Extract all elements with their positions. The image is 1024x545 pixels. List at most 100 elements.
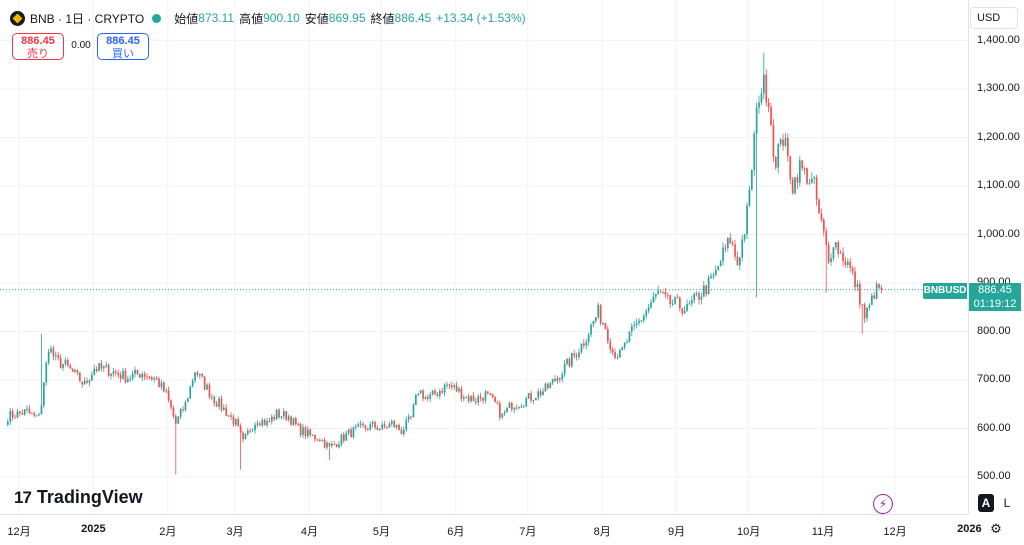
candle-body — [607, 329, 609, 342]
candle-body — [230, 415, 232, 417]
bar-countdown: 01:19:12 — [973, 298, 1017, 310]
candle-body — [844, 261, 847, 265]
candle-body — [268, 421, 271, 423]
candle-body — [686, 304, 688, 311]
candle-body — [311, 434, 314, 436]
candle-body — [830, 258, 832, 262]
candle-body — [369, 424, 372, 430]
candle-body — [501, 413, 504, 418]
candle-body — [609, 341, 612, 350]
candle-body — [782, 139, 784, 146]
candle-body — [695, 293, 698, 295]
candle-body — [319, 440, 321, 442]
chart-plot-area[interactable] — [0, 0, 968, 514]
candle-body — [50, 348, 52, 353]
candle-body — [45, 362, 48, 383]
candle-body — [393, 421, 396, 428]
candle-body — [566, 358, 568, 364]
candle-body — [165, 390, 168, 392]
sell-button[interactable]: 886.45 売り — [12, 33, 64, 60]
candle-body — [825, 230, 828, 246]
candle-body — [847, 261, 849, 265]
candlestick-chart[interactable] — [0, 0, 968, 514]
candle-body — [530, 393, 532, 401]
candle-body — [537, 391, 540, 399]
candle-body — [835, 242, 837, 248]
candle-body — [266, 421, 268, 426]
tradingview-logo[interactable]: 17 TradingView — [14, 487, 143, 508]
candle-body — [95, 368, 98, 371]
candle-body — [427, 397, 429, 399]
candle-body — [880, 287, 883, 290]
candle-body — [398, 424, 400, 430]
candle-body — [83, 380, 86, 385]
candle-body — [799, 160, 801, 183]
log-scale-button[interactable]: L — [1003, 496, 1011, 510]
price-axis[interactable]: 500.00 600.00 700.00 800.00 900.00 1,000.00 1,… — [968, 0, 1024, 514]
candle-body — [71, 368, 74, 372]
gear-icon[interactable]: ⚙ — [990, 521, 1002, 536]
candle-body — [455, 385, 458, 392]
close-label: 終値 — [370, 11, 395, 26]
candle-body — [765, 74, 768, 103]
candle-body — [491, 394, 494, 398]
candle-body — [131, 373, 134, 379]
candle-body — [220, 398, 223, 410]
candle-body — [679, 297, 681, 309]
candle-body — [518, 406, 520, 408]
candle-body — [9, 411, 12, 422]
candle-body — [11, 411, 14, 418]
candle-body — [64, 360, 67, 365]
candle-body — [621, 347, 624, 351]
candle-body — [820, 213, 823, 220]
candle-body — [688, 303, 691, 305]
candle-body — [657, 290, 660, 294]
candle-body — [734, 244, 736, 257]
candle-body — [731, 243, 734, 245]
candle-body — [839, 252, 842, 254]
candle-body — [40, 405, 43, 415]
candle-body — [405, 419, 408, 430]
candle-body — [424, 397, 427, 399]
candle-body — [650, 302, 652, 308]
lightning-icon[interactable]: ⚡ — [873, 494, 893, 514]
high-label: 高値 — [239, 11, 264, 26]
candle-body — [189, 386, 192, 399]
candle-body — [271, 416, 273, 422]
candle-body — [100, 363, 103, 369]
candle-body — [494, 397, 496, 403]
candle-body — [842, 252, 844, 262]
market-open-status-icon — [152, 13, 162, 23]
candle-body — [544, 383, 547, 392]
candle-body — [561, 374, 564, 380]
y-tick-label: 1,200.00 — [977, 130, 1020, 143]
candle-body — [122, 370, 124, 379]
candle-body — [832, 247, 835, 259]
buy-price: 886.45 — [106, 35, 140, 47]
candle-body — [851, 267, 854, 272]
candle-body — [302, 427, 304, 435]
candle-body — [602, 323, 604, 325]
candle-body — [74, 370, 76, 372]
candle-body — [460, 388, 463, 399]
candle-body — [278, 409, 280, 418]
sell-price: 886.45 — [21, 35, 55, 47]
auto-scale-button[interactable]: A — [978, 494, 994, 512]
candle-body — [619, 350, 621, 358]
candle-body — [429, 394, 432, 399]
buy-button[interactable]: 886.45 買い — [97, 33, 149, 60]
candle-body — [206, 384, 208, 390]
candle-body — [213, 396, 216, 404]
candle-body — [280, 416, 283, 418]
symbol-title[interactable]: BNB · 1日 · CRYPTO — [30, 11, 145, 26]
candle-body — [849, 261, 852, 268]
time-axis[interactable]: 12月 2025 2月 3月 4月 5月 6月 7月 8月 9月 10月 11月 12月 2026 — [0, 514, 982, 545]
candle-body — [199, 373, 201, 376]
y-tick-label: 1,000.00 — [977, 227, 1020, 240]
candle-body — [439, 390, 441, 396]
candle-body — [717, 266, 720, 270]
candle-body — [523, 406, 525, 408]
candle-body — [343, 434, 345, 441]
currency-select[interactable]: USD — [970, 7, 1018, 29]
candle-body — [419, 390, 422, 394]
